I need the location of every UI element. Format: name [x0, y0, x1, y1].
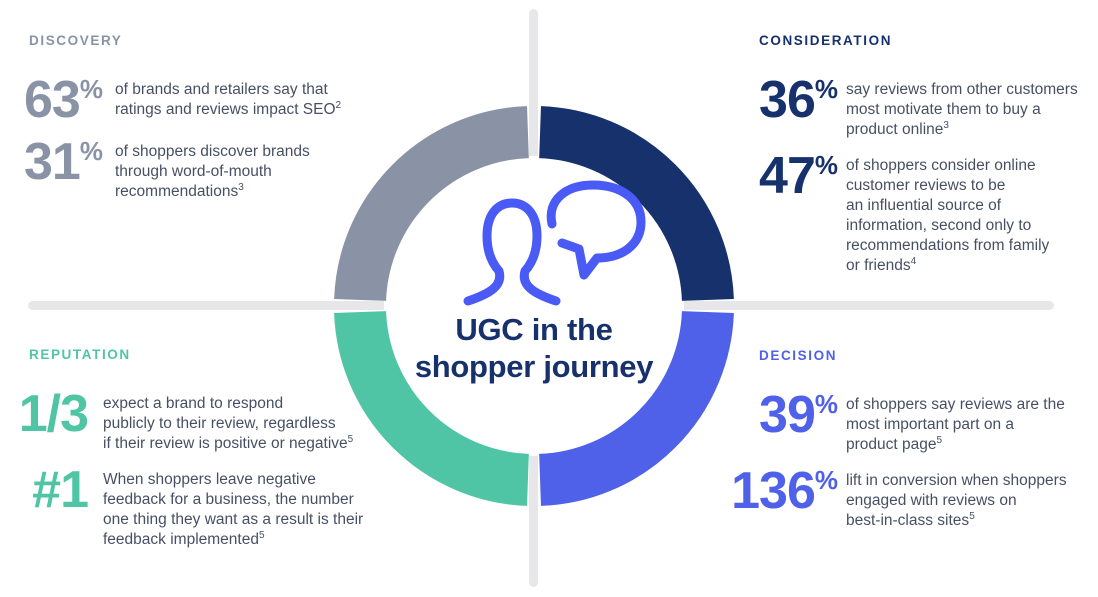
stat-number: 36: [759, 71, 816, 129]
footnote-marker: 5: [258, 529, 265, 541]
stat-row: 31% of shoppers discover brands through …: [24, 136, 374, 202]
stat-unit: %: [79, 74, 103, 104]
decision-section: DECISION 39% of shoppers say reviews are…: [731, 348, 1098, 531]
stat-unit: %: [79, 136, 103, 166]
footnote-marker: 5: [969, 510, 975, 522]
stat-number: 63: [24, 71, 81, 129]
stat-number: 136: [731, 462, 816, 520]
stat-number: 31: [24, 133, 81, 191]
stat-number: 47: [759, 147, 816, 205]
center-title-line2: shopper journey: [414, 349, 654, 384]
person-outline: [463, 198, 561, 306]
consideration-heading: CONSIDERATION: [759, 33, 893, 48]
reputation-heading: REPUTATION: [29, 347, 131, 362]
stat-row: 1/3 expect a brand to respond publicly t…: [19, 388, 396, 454]
stat-row: 39% of shoppers say reviews are the most…: [739, 389, 1098, 455]
stat-row: #1 When shoppers leave negative feedback…: [24, 464, 396, 550]
stat-number: 1/3: [18, 385, 89, 443]
stat-value: 39%: [739, 389, 838, 455]
stat-number: 39: [759, 386, 816, 444]
stat-text: lift in conversion when shoppers engaged…: [846, 472, 1067, 529]
stat-text: of shoppers discover brands through word…: [115, 143, 310, 200]
donut-segment-consideration: [538, 106, 734, 302]
person-speech-bubble-icon: [463, 180, 646, 306]
stat-value: 31%: [24, 136, 115, 202]
center-title-line1: UGC in the: [455, 312, 613, 347]
stat-text: of brands and retailers say that ratings…: [115, 81, 342, 118]
stat-text: When shoppers leave negative feedback fo…: [103, 471, 364, 548]
footnote-marker: 4: [910, 255, 917, 267]
stat-value: 63%: [24, 74, 115, 126]
footnote-marker: 5: [936, 434, 943, 446]
stat-text: say reviews from other customers most mo…: [846, 81, 1078, 138]
discovery-section: DISCOVERY 63% of brands and retailers sa…: [24, 34, 374, 202]
center-title: UGC in the shopper journey: [384, 311, 684, 385]
stat-row: 47% of shoppers consider online customer…: [752, 150, 1098, 276]
stat-value: 1/3: [19, 388, 89, 454]
donut-segment-decision: [538, 310, 734, 506]
footnote-marker: 2: [335, 99, 342, 111]
stat-number: #1: [32, 461, 89, 519]
stat-unit: %: [814, 389, 838, 419]
stat-value: 136%: [731, 465, 838, 531]
stat-unit: %: [814, 465, 838, 495]
stat-row: 136% lift in conversion when shoppers en…: [731, 465, 1098, 531]
reputation-section: REPUTATION 1/3 expect a brand to respond…: [19, 347, 396, 550]
stat-text: of shoppers say reviews are the most imp…: [846, 396, 1065, 453]
stat-unit: %: [814, 74, 838, 104]
donut-inner-circle: [384, 156, 684, 456]
discovery-heading: DISCOVERY: [29, 33, 123, 48]
stat-text: of shoppers consider online customer rev…: [846, 157, 1050, 274]
speech-bubble-outline: [546, 180, 646, 280]
stat-row: 63% of brands and retailers say that rat…: [24, 74, 374, 126]
footnote-marker: 3: [238, 181, 244, 193]
stat-value: 47%: [752, 150, 838, 276]
footnote-marker: 5: [347, 433, 354, 445]
donut-segment-reputation: [334, 310, 530, 506]
stat-row: 36% say reviews from other customers mos…: [752, 74, 1098, 140]
donut-segment-discovery: [334, 106, 530, 302]
stat-value: 36%: [752, 74, 838, 140]
footnote-marker: 3: [943, 119, 949, 131]
decision-heading: DECISION: [759, 348, 838, 363]
stat-unit: %: [814, 150, 838, 180]
stat-value: #1: [24, 461, 89, 550]
stat-text: expect a brand to respond publicly to th…: [103, 395, 354, 452]
consideration-section: CONSIDERATION 36% say reviews from other…: [752, 34, 1098, 276]
shopper-journey-donut: [334, 106, 734, 506]
